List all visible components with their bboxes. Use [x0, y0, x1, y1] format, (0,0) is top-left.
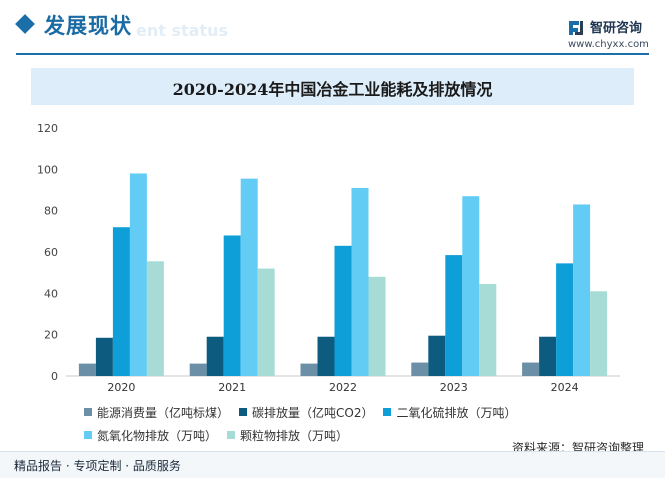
bar — [590, 291, 608, 376]
bar — [300, 363, 318, 376]
legend-label: 颗粒物排放（万吨） — [240, 429, 349, 443]
legend-item: 二氧化硫排放（万吨） — [383, 404, 517, 421]
chart-legend: 能源消费量（亿吨标煤） 碳排放量（亿吨CO2） 二氧化硫排放（万吨） 氮氧化物排放（… — [84, 402, 604, 448]
legend-swatch — [227, 431, 236, 439]
y-tick-label: 80 — [44, 205, 58, 218]
chart-title-band: 2020-2024年中国冶金工业能耗及排放情况 — [31, 68, 634, 105]
section-subtitle: ent status — [136, 21, 228, 40]
chart-title: 2020-2024年中国冶金工业能耗及排放情况 — [172, 80, 493, 99]
bar — [257, 268, 275, 376]
x-tick-label: 2023 — [440, 381, 468, 394]
bar — [462, 196, 480, 376]
y-tick-label: 40 — [44, 287, 58, 300]
brand-url[interactable]: www.chyxx.com — [568, 39, 649, 50]
legend-item: 氮氧化物排放（万吨） — [84, 427, 217, 444]
legend-swatch — [84, 408, 92, 416]
y-tick-label: 120 — [37, 122, 58, 135]
bar — [129, 173, 147, 376]
x-tick-label: 2022 — [329, 381, 357, 394]
bar — [479, 284, 497, 376]
x-tick-label: 2021 — [218, 381, 246, 394]
bar — [428, 335, 446, 376]
section-title: 发展现状 — [44, 14, 132, 38]
bar — [445, 255, 463, 376]
x-tick-label: 2024 — [551, 381, 579, 394]
legend-label: 碳排放量（亿吨CO2） — [252, 406, 374, 420]
legend-row: 氮氧化物排放（万吨） 颗粒物排放（万吨） — [84, 425, 604, 448]
footer-services: 精品报告 · 专项定制 · 品质服务 — [14, 459, 181, 473]
legend-item: 能源消费量（亿吨标煤） — [84, 404, 229, 421]
bar — [573, 204, 591, 376]
bar — [223, 235, 241, 376]
bar — [240, 178, 258, 376]
bar — [334, 245, 352, 376]
y-tick-label: 100 — [37, 163, 58, 176]
legend-label: 二氧化硫排放（万吨） — [396, 406, 517, 420]
bar — [95, 337, 113, 376]
legend-label: 氮氧化物排放（万吨） — [97, 429, 218, 443]
bar — [146, 261, 164, 376]
bar-chart: 0 20 40 60 80 100 120 2020 2021 2022 2023 2024 — [37, 122, 620, 394]
header-divider — [16, 53, 649, 55]
brand-name: 智研咨询 — [590, 21, 643, 36]
legend-row: 能源消费量（亿吨标煤） 碳排放量（亿吨CO2） 二氧化硫排放（万吨） — [84, 402, 604, 425]
bar — [112, 227, 130, 376]
bar — [317, 336, 335, 376]
y-tick-label: 0 — [51, 370, 58, 383]
legend-label: 能源消费量（亿吨标煤） — [97, 406, 230, 420]
bar — [539, 336, 557, 376]
bar — [206, 336, 224, 376]
x-tick-label: 2020 — [107, 381, 135, 394]
legend-swatch — [239, 408, 248, 416]
bar — [411, 362, 429, 376]
bar — [368, 276, 386, 376]
bar — [351, 187, 369, 376]
legend-item: 颗粒物排放（万吨） — [227, 427, 348, 444]
brand-logo-icon — [569, 21, 583, 35]
page-header: ent status 发展现状 智研咨询 www.chyxx.com — [0, 0, 665, 60]
legend-item: 碳排放量（亿吨CO2） — [239, 404, 373, 421]
y-tick-label: 20 — [44, 329, 58, 342]
legend-swatch — [84, 431, 92, 439]
legend-swatch — [383, 408, 392, 416]
bar — [189, 363, 207, 376]
bar — [78, 363, 96, 376]
bar — [522, 362, 540, 376]
footer-bar: 精品报告 · 专项定制 · 品质服务 — [0, 451, 665, 478]
bar — [556, 263, 574, 376]
y-tick-label: 60 — [44, 246, 58, 259]
